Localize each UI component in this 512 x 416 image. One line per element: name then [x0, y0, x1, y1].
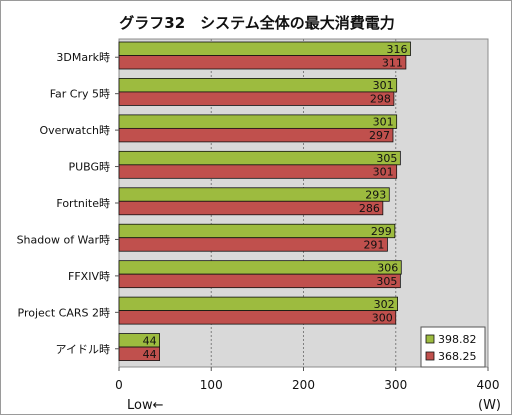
category-label: FFXIV時: [68, 270, 110, 283]
bar: [118, 260, 402, 275]
category-label: Overwatch時: [39, 124, 110, 137]
data-label: 44: [143, 334, 157, 347]
direction-note: Low←: [127, 398, 164, 413]
bar: [118, 164, 398, 179]
data-label: 299: [371, 225, 392, 238]
bar: [118, 200, 384, 216]
category-label: Fortnite時: [56, 197, 110, 210]
x-tick-label: 200: [292, 378, 315, 392]
data-label: 301: [373, 79, 394, 92]
category-label: Shadow of War時: [17, 233, 110, 246]
data-label: 293: [365, 189, 386, 202]
legend-label: 398.82: [438, 333, 477, 346]
bar: [118, 187, 390, 202]
chart-title: グラフ32 システム全体の最大消費電力: [119, 14, 394, 32]
data-label: 301: [373, 116, 394, 129]
data-label: 316: [387, 43, 408, 56]
data-label: 305: [376, 275, 397, 288]
x-tick-label: 300: [384, 378, 407, 392]
axis-unit: (W): [478, 398, 501, 413]
category-label: Project CARS 2時: [18, 306, 110, 319]
data-label: 300: [372, 311, 393, 324]
data-label: 298: [370, 93, 391, 106]
bar: [118, 237, 388, 252]
legend-swatch: [425, 351, 435, 361]
x-tick-label: 100: [200, 378, 223, 392]
category-label: 3DMark時: [56, 51, 110, 64]
category-label: アイドル時: [56, 343, 110, 356]
bar: [118, 91, 395, 106]
data-label: 44: [143, 348, 157, 361]
data-label: 297: [369, 129, 390, 142]
bar: [118, 78, 398, 93]
data-label: 311: [382, 56, 403, 69]
legend-label: 368.25: [438, 350, 477, 363]
bar: [118, 55, 407, 70]
data-label: 286: [359, 202, 380, 215]
x-tick-label: 400: [477, 378, 500, 392]
data-label: 302: [374, 298, 395, 311]
data-label: 301: [373, 166, 394, 179]
legend-swatch: [425, 334, 435, 344]
data-label: 291: [363, 238, 384, 251]
bar: [118, 273, 401, 289]
bar: [118, 310, 397, 325]
data-label: 306: [377, 261, 398, 274]
x-tick-label: 0: [115, 378, 123, 392]
data-label: 305: [376, 152, 397, 165]
bar: [118, 114, 398, 129]
bar: [118, 296, 398, 312]
bar: [118, 150, 401, 166]
category-label: PUBG時: [68, 161, 110, 174]
bar: [118, 41, 411, 56]
bar: [118, 127, 394, 143]
category-label: Far Cry 5時: [50, 88, 110, 101]
bar: [118, 346, 160, 361]
bar: [118, 223, 396, 239]
